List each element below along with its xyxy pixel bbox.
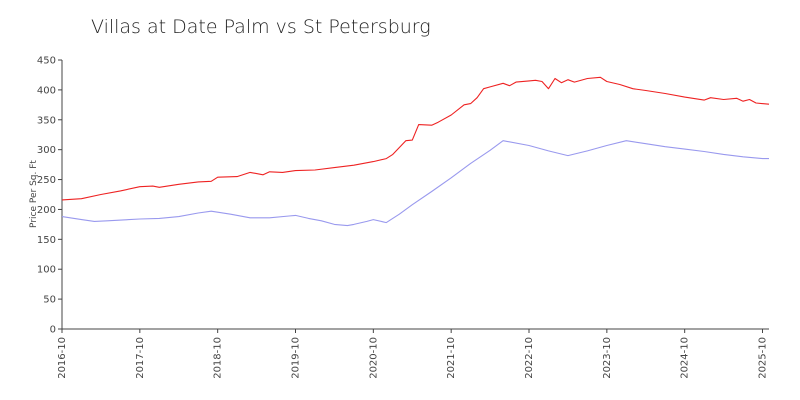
y-ticks: 0 50 100 150 200 250 300 350 400 450 (37, 56, 62, 336)
x-tick-label: 2020-10 (368, 337, 379, 379)
series-line-2 (61, 140, 769, 227)
x-tick-label: 2017-10 (135, 337, 146, 379)
x-tick-label: 2019-10 (291, 337, 302, 379)
x-tick-label: 2025-10 (758, 337, 769, 379)
y-tick-label: 400 (37, 85, 56, 96)
x-tick-label: 2024-10 (680, 337, 691, 379)
chart-axes (61, 60, 769, 330)
x-tick-label: 2018-10 (213, 337, 224, 379)
y-tick-label: 50 (43, 295, 56, 306)
x-tick-label: 2022-10 (524, 337, 535, 379)
y-tick-label: 0 (50, 325, 56, 336)
chart-title: Villas at Date Palm vs St Petersburg (91, 16, 431, 38)
series-line-1 (61, 76, 770, 201)
series-group (61, 76, 770, 227)
x-tick-label: 2023-10 (602, 337, 613, 379)
x-tick-label: 2016-10 (57, 337, 68, 379)
y-tick-label: 150 (37, 235, 56, 246)
y-tick-label: 450 (37, 56, 56, 67)
x-ticks: 2016-10 2017-10 2018-10 2019-10 2020-10 2021-… (57, 329, 769, 379)
x-tick-label: 2021-10 (446, 337, 457, 379)
y-tick-label: 350 (37, 115, 56, 126)
y-tick-label: 250 (37, 175, 56, 186)
y-tick-label: 300 (37, 145, 56, 156)
y-tick-label: 100 (37, 265, 56, 276)
y-axis-label: Price Per Sq. Ft (29, 160, 39, 228)
y-tick-label: 200 (37, 205, 56, 216)
